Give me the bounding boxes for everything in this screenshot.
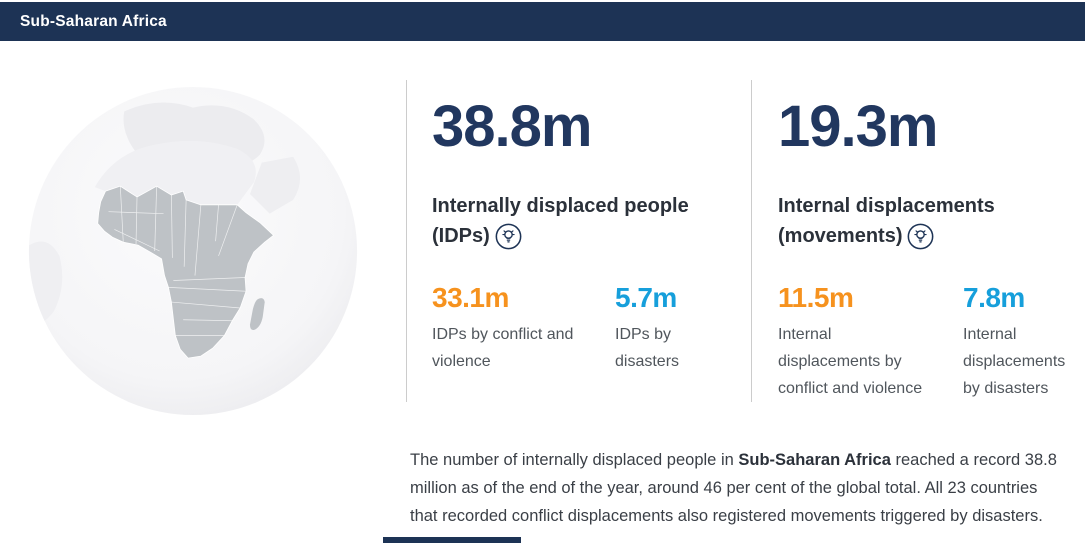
country-borders: [108, 186, 247, 336]
stat-label-idps: Internally displaced people (IDPs): [432, 191, 762, 259]
divider-right: [751, 80, 752, 402]
substat-label-idps-disasters: IDPs by disasters: [615, 326, 680, 370]
page-title: Sub-Saharan Africa: [20, 12, 167, 30]
stat-label-displacements-line2: (movements): [778, 225, 903, 247]
summary-text-before: The number of internally displaced peopl…: [410, 450, 739, 469]
stat-value-idps: 38.8m: [432, 94, 592, 159]
stat-label-displacements: Internal displacements (movements): [778, 191, 1085, 259]
substat-value-idps-disasters: 5.7m: [615, 282, 677, 313]
lightbulb-icon[interactable]: [495, 223, 522, 259]
substat-label-displacements-conflict: Internal displacements by conflict and v…: [778, 326, 923, 397]
stat-label-idps-line1: Internally displaced people: [432, 195, 689, 217]
substat-value-displacements-disasters: 7.8m: [963, 282, 1025, 313]
substat-label-idps-conflict: IDPs by conflict and violence: [432, 326, 574, 370]
substat-label-displacements-disasters: Internal displacements by disasters: [963, 326, 1066, 397]
summary-text-after: reached a record 38.8 million as of the …: [410, 450, 1057, 525]
madagascar-shape: [249, 298, 265, 331]
divider-left: [406, 80, 407, 402]
summary-bold-region: Sub-Saharan Africa: [738, 450, 891, 469]
header-bar: Sub-Saharan Africa: [0, 2, 1085, 41]
summary-paragraph: The number of internally displaced peopl…: [410, 446, 1068, 530]
stat-label-idps-line2: (IDPs): [432, 225, 490, 247]
globe-svg: [28, 86, 358, 416]
stat-column-idps: 38.8m Internally displaced people (IDPs)…: [432, 0, 742, 543]
substat-idps-disasters: 5.7m IDPs by disasters: [615, 283, 710, 375]
substat-value-idps-conflict: 33.1m: [432, 282, 509, 313]
stat-value-displacements: 19.3m: [778, 94, 938, 159]
substat-displacements-disasters: 7.8m Internal displacements by disasters: [963, 283, 1077, 402]
lightbulb-icon[interactable]: [907, 223, 934, 259]
stat-column-displacements: 19.3m Internal displacements (movements)…: [778, 0, 1078, 543]
substat-displacements-conflict: 11.5m Internal displacements by conflict…: [778, 283, 938, 402]
north-africa-shape: [94, 140, 256, 205]
substat-value-displacements-conflict: 11.5m: [778, 282, 854, 313]
bottom-cutoff-element[interactable]: [383, 537, 521, 543]
stat-label-displacements-line1: Internal displacements: [778, 195, 995, 217]
substat-idps-conflict: 33.1m IDPs by conflict and violence: [432, 283, 594, 375]
africa-globe-map: [26, 84, 360, 418]
arabia-shape: [249, 156, 301, 214]
